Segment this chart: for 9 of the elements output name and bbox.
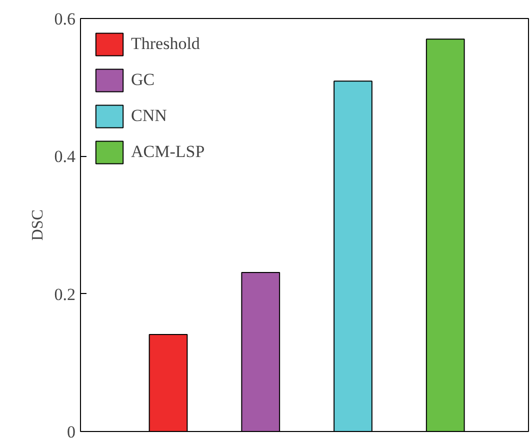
- legend-label: GC: [131, 70, 155, 90]
- legend-label: Threshold: [131, 34, 200, 54]
- y-tick-label: 0: [67, 422, 76, 442]
- y-tick-label: 0.4: [54, 147, 76, 166]
- legend-label: CNN: [131, 106, 167, 126]
- legend-label: ACM-LSP: [131, 142, 205, 162]
- y-tick-label: 0.6: [54, 10, 76, 28]
- y-axis-title: DSC: [29, 209, 46, 241]
- y-tick-label: 0.2: [54, 284, 76, 304]
